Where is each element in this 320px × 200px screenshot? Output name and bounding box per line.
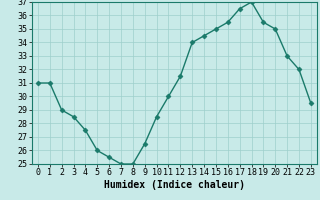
X-axis label: Humidex (Indice chaleur): Humidex (Indice chaleur) xyxy=(104,180,245,190)
